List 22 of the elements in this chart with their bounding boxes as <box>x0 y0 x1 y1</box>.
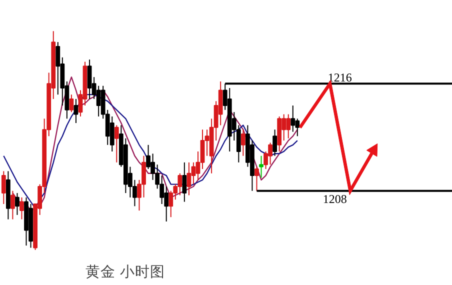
candlestick <box>10 190 15 220</box>
candlestick <box>259 155 264 178</box>
text: 1208 <box>322 192 347 206</box>
candlestick <box>290 105 296 132</box>
candlestick <box>254 166 259 192</box>
candlestick <box>87 59 92 100</box>
candlestick <box>240 129 246 156</box>
candlestick <box>56 42 60 96</box>
candlestick <box>186 162 192 196</box>
text: 1216 <box>328 70 352 85</box>
text: 黄金 小时图 <box>86 264 166 280</box>
candlestick <box>110 116 114 152</box>
candlestick <box>15 192 20 216</box>
candlestick <box>272 129 278 156</box>
candlestick <box>20 196 24 220</box>
candlestick <box>1 170 6 204</box>
candlestick <box>191 162 196 185</box>
candlestick <box>114 124 119 163</box>
candlestick <box>74 98 78 124</box>
candlestick <box>168 190 174 218</box>
candlestick <box>69 94 74 113</box>
candlestick <box>182 162 187 202</box>
